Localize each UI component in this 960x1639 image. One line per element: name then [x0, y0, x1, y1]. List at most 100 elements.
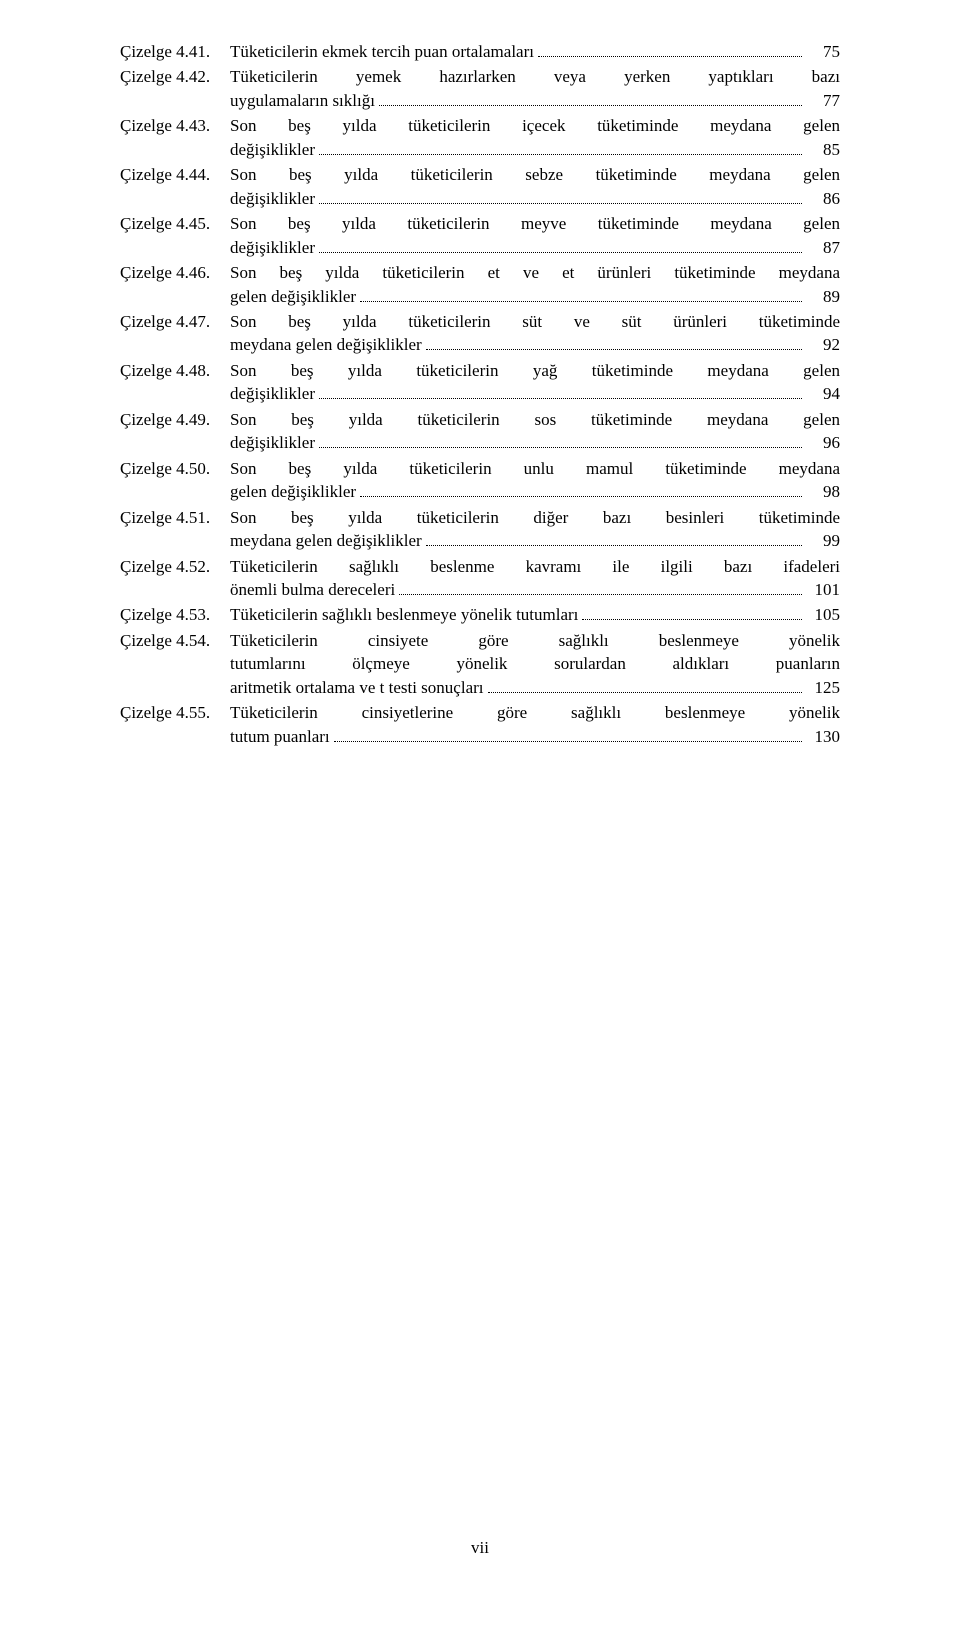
- footer-page-number: vii: [0, 1536, 960, 1559]
- toc-entry-page-number: 87: [806, 236, 840, 259]
- toc-entry-text-line: Son beş yılda tüketicilerin diğer bazı b…: [230, 506, 840, 529]
- toc-entry-label: Çizelge 4.50.: [120, 457, 230, 480]
- toc-entry-last-line: değişiklikler87: [230, 236, 840, 259]
- toc-entry-page-number: 96: [806, 431, 840, 454]
- leader-dots: [538, 41, 802, 57]
- leader-dots: [360, 481, 802, 497]
- toc-entry-last-line: Tüketicilerin sağlıklı beslenmeye yöneli…: [230, 603, 840, 626]
- toc-entry-text-line: gelen değişiklikler: [230, 285, 356, 308]
- toc-entry-last-line: meydana gelen değişiklikler92: [230, 333, 840, 356]
- toc-entry-last-line: meydana gelen değişiklikler99: [230, 529, 840, 552]
- toc-entry-label: Çizelge 4.51.: [120, 506, 230, 529]
- toc-entry-last-line: değişiklikler 86: [230, 187, 840, 210]
- toc-entry-page-number: 77: [806, 89, 840, 112]
- toc-entry-last-line: değişiklikler 94: [230, 382, 840, 405]
- toc-entry-page-number: 105: [806, 603, 840, 626]
- toc-entry-page-number: 94: [806, 382, 840, 405]
- toc-entry-text-line: Son beş yılda tüketicilerin unlu mamul t…: [230, 457, 840, 480]
- toc-entry-text-line: Son beş yılda tüketicilerin yağ tüketimi…: [230, 359, 840, 382]
- toc-entry-text-line: Tüketicilerin ekmek tercih puan ortalama…: [230, 40, 534, 63]
- toc-entry-description: Tüketicilerin yemek hazırlarken veya yer…: [230, 65, 840, 112]
- toc-entry-description: Son beş yılda tüketicilerin unlu mamul t…: [230, 457, 840, 504]
- toc-entry-label: Çizelge 4.52.: [120, 555, 230, 578]
- leader-dots: [360, 285, 802, 301]
- toc-entry-description: Son beş yılda tüketicilerin sos tüketimi…: [230, 408, 840, 455]
- toc-entry-label: Çizelge 4.49.: [120, 408, 230, 431]
- toc-entry-text-line: önemli bulma dereceleri: [230, 578, 395, 601]
- toc-entry-text-line: Son beş yılda tüketicilerin et ve et ürü…: [230, 261, 840, 284]
- toc-entry-page-number: 101: [806, 578, 840, 601]
- toc-entry-text-line: Tüketicilerin sağlıklı beslenmeye yöneli…: [230, 603, 578, 626]
- leader-dots: [582, 604, 802, 620]
- toc-entry-label: Çizelge 4.54.: [120, 629, 230, 652]
- toc-entry-text-line: değişiklikler: [230, 138, 315, 161]
- toc-entry-label: Çizelge 4.47.: [120, 310, 230, 333]
- toc-entry-last-line: önemli bulma dereceleri 101: [230, 578, 840, 601]
- toc-entry-description: Son beş yılda tüketicilerin diğer bazı b…: [230, 506, 840, 553]
- toc-entry-description: Son beş yılda tüketicilerin sebze tüketi…: [230, 163, 840, 210]
- leader-dots: [426, 530, 802, 546]
- toc-entry-label: Çizelge 4.41.: [120, 40, 230, 63]
- toc-entry-description: Son beş yılda tüketicilerin et ve et ürü…: [230, 261, 840, 308]
- leader-dots: [426, 334, 802, 350]
- toc-entry-label: Çizelge 4.42.: [120, 65, 230, 88]
- toc-entry: Çizelge 4.48.Son beş yılda tüketicilerin…: [120, 359, 840, 406]
- toc-entry-description: Tüketicilerin ekmek tercih puan ortalama…: [230, 40, 840, 63]
- toc-entry: Çizelge 4.50.Son beş yılda tüketicilerin…: [120, 457, 840, 504]
- toc-entry: Çizelge 4.41.Tüketicilerin ekmek tercih …: [120, 40, 840, 63]
- toc-entry: Çizelge 4.49.Son beş yılda tüketicilerin…: [120, 408, 840, 455]
- toc-entry: Çizelge 4.45.Son beş yılda tüketicilerin…: [120, 212, 840, 259]
- toc-entry-last-line: tutum puanları130: [230, 725, 840, 748]
- toc-entry: Çizelge 4.47.Son beş yılda tüketicilerin…: [120, 310, 840, 357]
- toc-entry: Çizelge 4.46.Son beş yılda tüketicilerin…: [120, 261, 840, 308]
- toc-entry-description: Son beş yılda tüketicilerin süt ve süt ü…: [230, 310, 840, 357]
- toc-entry-text-line: Tüketicilerin cinsiyetlerine göre sağlık…: [230, 701, 840, 724]
- toc-list: Çizelge 4.41.Tüketicilerin ekmek tercih …: [120, 40, 840, 748]
- toc-entry-last-line: değişiklikler 96: [230, 431, 840, 454]
- toc-entry-text-line: Tüketicilerin cinsiyete göre sağlıklı be…: [230, 629, 840, 652]
- toc-entry-text-line: tutumlarını ölçmeye yönelik sorulardan a…: [230, 652, 840, 675]
- toc-entry-label: Çizelge 4.53.: [120, 603, 230, 626]
- toc-entry-label: Çizelge 4.44.: [120, 163, 230, 186]
- toc-entry-label: Çizelge 4.48.: [120, 359, 230, 382]
- toc-entry-description: Tüketicilerin cinsiyete göre sağlıklı be…: [230, 629, 840, 699]
- toc-entry-page-number: 86: [806, 187, 840, 210]
- toc-entry-text-line: Son beş yılda tüketicilerin meyve tüketi…: [230, 212, 840, 235]
- toc-entry-text-line: gelen değişiklikler: [230, 480, 356, 503]
- toc-entry-description: Son beş yılda tüketicilerin meyve tüketi…: [230, 212, 840, 259]
- toc-entry-page-number: 98: [806, 480, 840, 503]
- toc-entry-text-line: uygulamaların sıklığı: [230, 89, 375, 112]
- toc-entry-text-line: değişiklikler: [230, 382, 315, 405]
- toc-entry-text-line: değişiklikler: [230, 187, 315, 210]
- toc-entry-label: Çizelge 4.46.: [120, 261, 230, 284]
- toc-entry-text-line: Son beş yılda tüketicilerin sos tüketimi…: [230, 408, 840, 431]
- toc-entry-description: Tüketicilerin cinsiyetlerine göre sağlık…: [230, 701, 840, 748]
- leader-dots: [379, 90, 802, 106]
- toc-entry-label: Çizelge 4.55.: [120, 701, 230, 724]
- toc-entry: Çizelge 4.51.Son beş yılda tüketicilerin…: [120, 506, 840, 553]
- toc-entry-description: Tüketicilerin sağlıklı beslenme kavramı …: [230, 555, 840, 602]
- toc-entry-label: Çizelge 4.45.: [120, 212, 230, 235]
- toc-entry: Çizelge 4.55.Tüketicilerin cinsiyetlerin…: [120, 701, 840, 748]
- toc-entry-last-line: Tüketicilerin ekmek tercih puan ortalama…: [230, 40, 840, 63]
- leader-dots: [334, 725, 802, 741]
- toc-entry-description: Son beş yılda tüketicilerin içecek tüket…: [230, 114, 840, 161]
- leader-dots: [319, 236, 802, 252]
- toc-entry-text-line: değişiklikler: [230, 431, 315, 454]
- toc-entry: Çizelge 4.44.Son beş yılda tüketicilerin…: [120, 163, 840, 210]
- page-container: Çizelge 4.41.Tüketicilerin ekmek tercih …: [0, 0, 960, 1639]
- toc-entry: Çizelge 4.54.Tüketicilerin cinsiyete gör…: [120, 629, 840, 699]
- toc-entry-last-line: uygulamaların sıklığı 77: [230, 89, 840, 112]
- toc-entry-description: Son beş yılda tüketicilerin yağ tüketimi…: [230, 359, 840, 406]
- leader-dots: [319, 139, 802, 155]
- toc-entry-page-number: 85: [806, 138, 840, 161]
- toc-entry-text-line: tutum puanları: [230, 725, 330, 748]
- toc-entry-page-number: 89: [806, 285, 840, 308]
- toc-entry-text-line: Tüketicilerin sağlıklı beslenme kavramı …: [230, 555, 840, 578]
- toc-entry-text-line: Son beş yılda tüketicilerin içecek tüket…: [230, 114, 840, 137]
- leader-dots: [399, 579, 802, 595]
- toc-entry-last-line: gelen değişiklikler 98: [230, 480, 840, 503]
- toc-entry-last-line: değişiklikler 85: [230, 138, 840, 161]
- toc-entry-page-number: 125: [806, 676, 840, 699]
- toc-entry-text-line: meydana gelen değişiklikler: [230, 529, 422, 552]
